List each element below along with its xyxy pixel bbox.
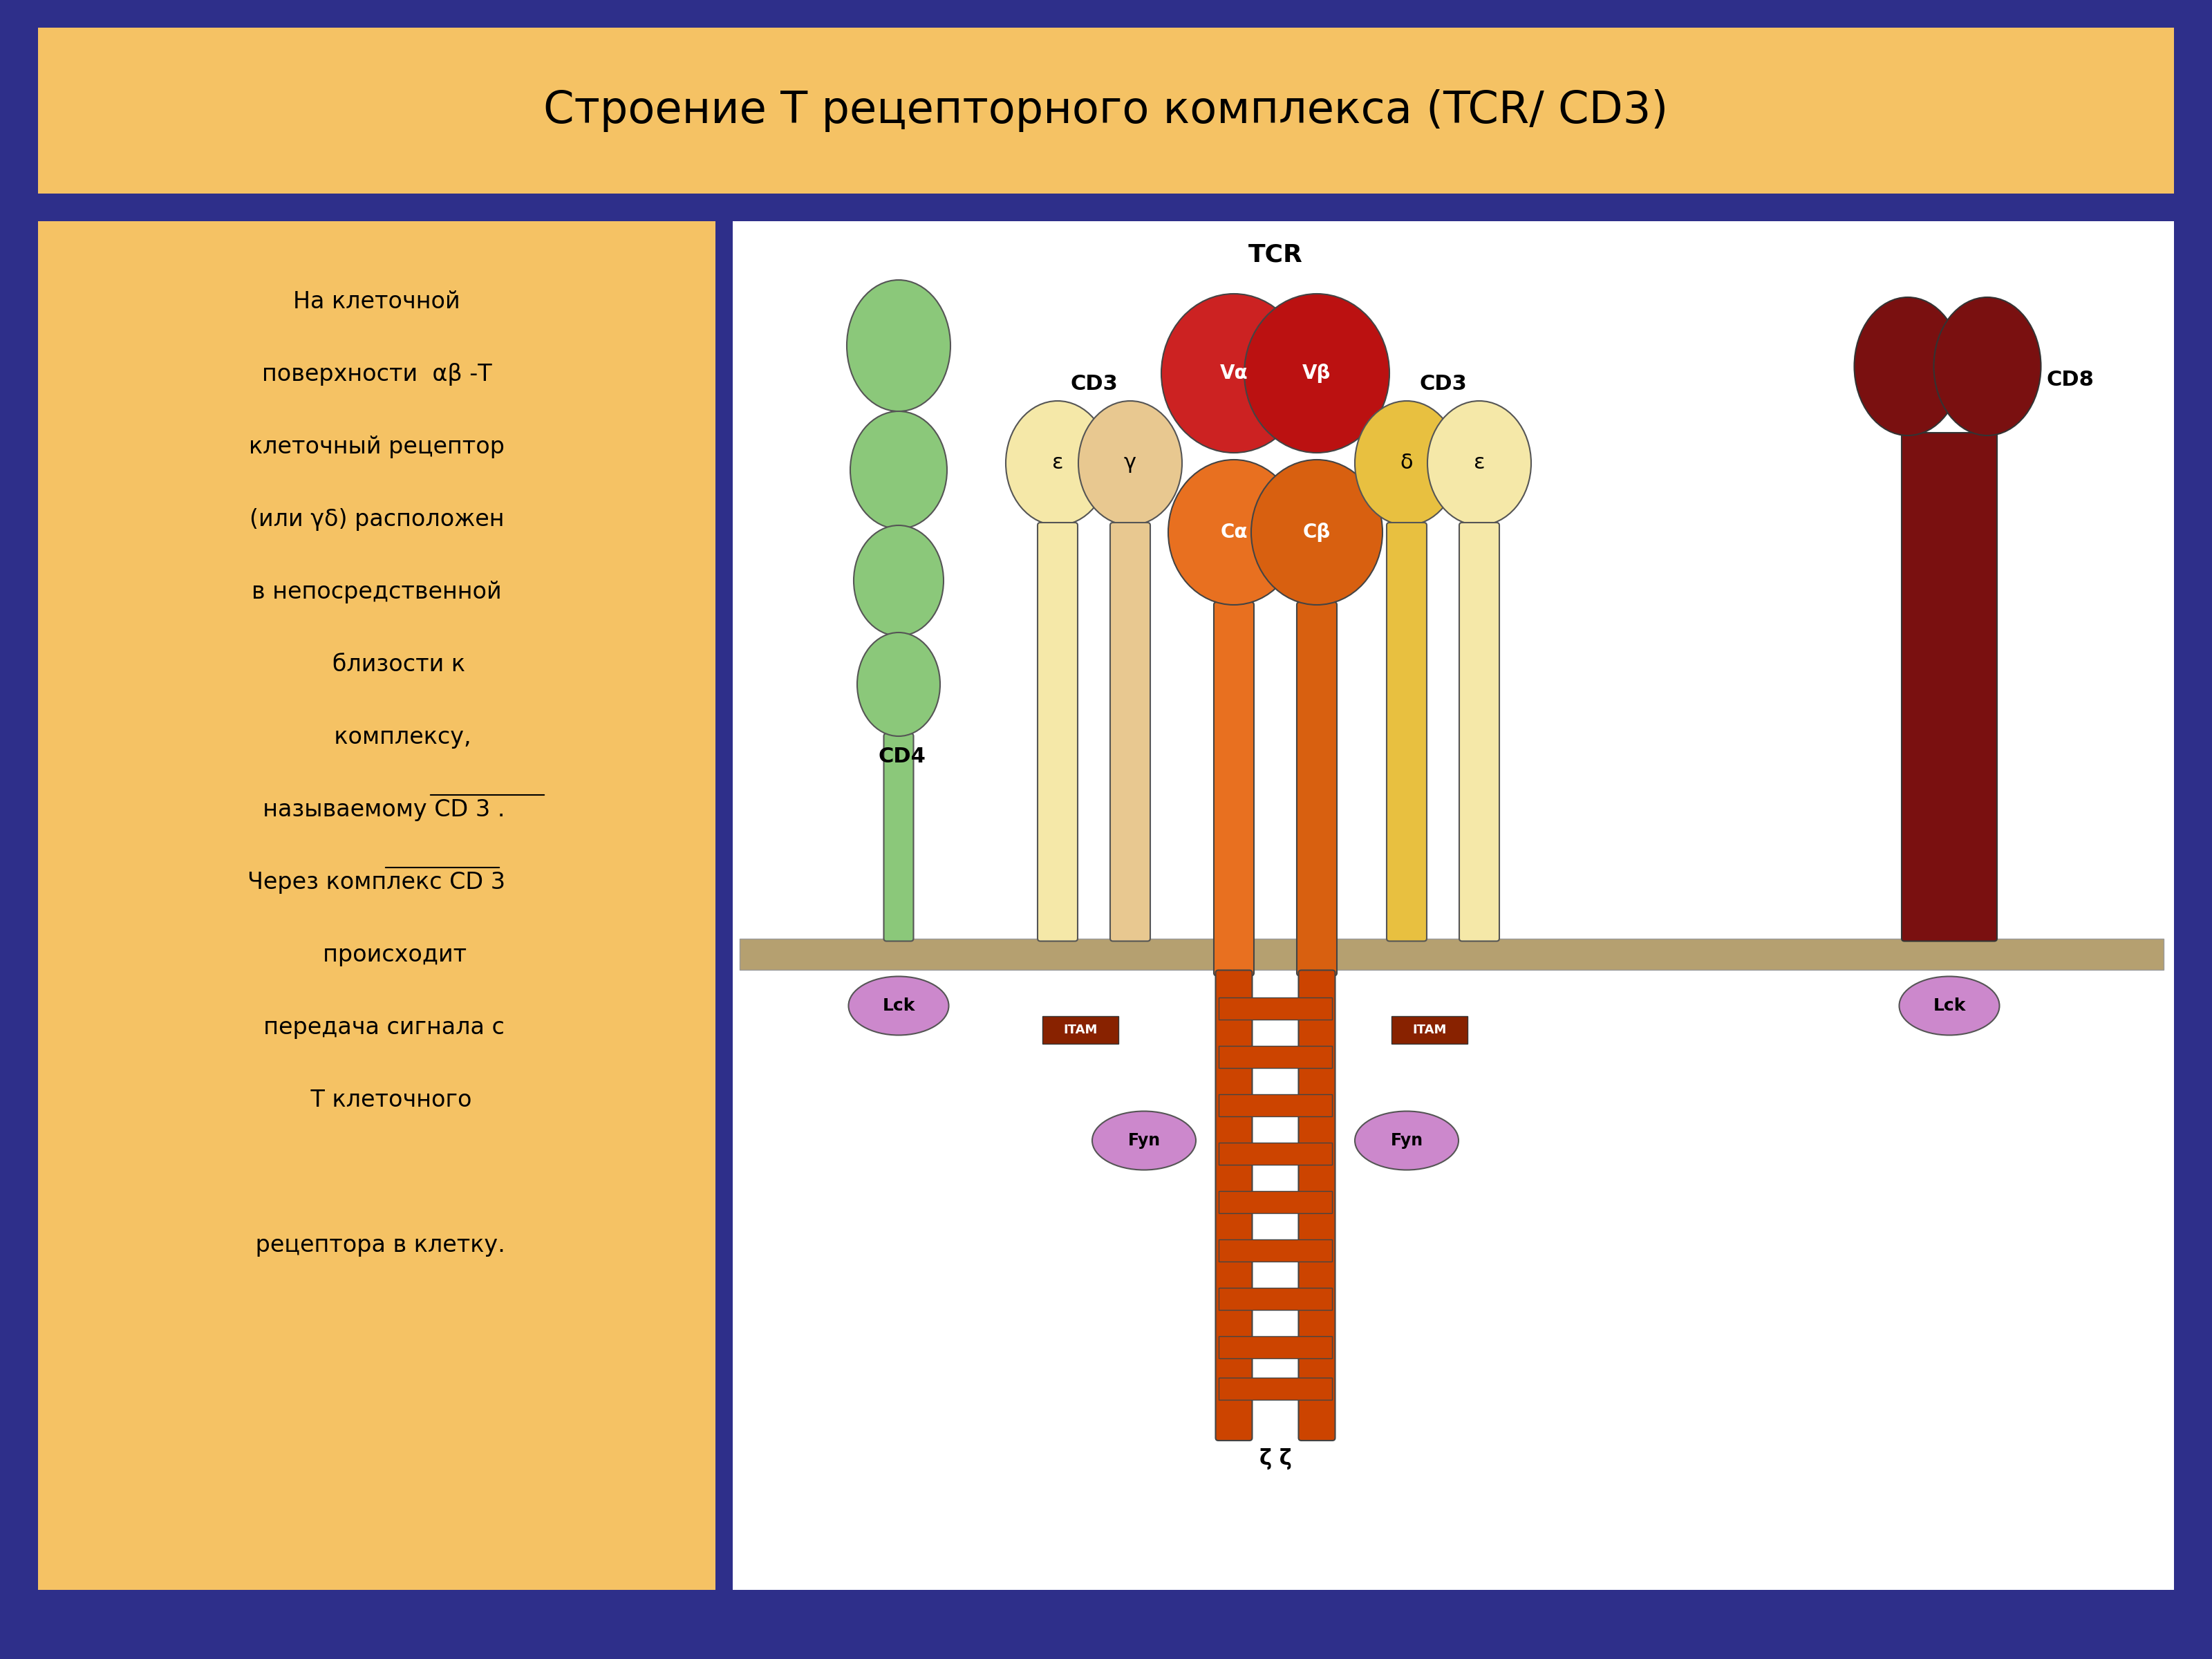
FancyBboxPatch shape	[1902, 433, 1997, 941]
Ellipse shape	[1093, 1112, 1197, 1170]
Ellipse shape	[1354, 1112, 1458, 1170]
Text: (или γδ) расположен: (или γδ) расположен	[250, 508, 504, 531]
Ellipse shape	[1252, 460, 1382, 606]
Text: комплексу,: комплексу,	[283, 727, 471, 748]
Bar	[1042, 1015, 1119, 1044]
Text: γ: γ	[1124, 453, 1137, 473]
Text: Через комплекс CD 3: Через комплекс CD 3	[248, 871, 507, 894]
FancyBboxPatch shape	[885, 733, 914, 941]
Bar	[1219, 1143, 1332, 1165]
Text: поверхности  αβ -Т: поверхности αβ -Т	[261, 363, 491, 385]
Text: CD4: CD4	[878, 747, 927, 766]
Ellipse shape	[1006, 401, 1110, 526]
FancyBboxPatch shape	[732, 221, 2174, 1589]
Ellipse shape	[858, 632, 940, 737]
FancyBboxPatch shape	[1460, 523, 1500, 941]
Bar	[1219, 1045, 1332, 1068]
Text: клеточный рецептор: клеточный рецептор	[248, 435, 504, 458]
Text: Cα: Cα	[1221, 523, 1248, 542]
Text: Vα: Vα	[1219, 363, 1248, 383]
Ellipse shape	[1900, 977, 2000, 1035]
Text: Fyn: Fyn	[1391, 1131, 1422, 1148]
Text: Lck: Lck	[883, 997, 916, 1014]
FancyBboxPatch shape	[1037, 523, 1077, 941]
Ellipse shape	[849, 977, 949, 1035]
Text: На клеточной: На клеточной	[294, 290, 460, 314]
Text: Lck: Lck	[1933, 997, 1966, 1014]
FancyBboxPatch shape	[38, 221, 714, 1589]
Ellipse shape	[849, 411, 947, 529]
Text: передача сигнала с: передача сигнала с	[250, 1015, 504, 1039]
FancyBboxPatch shape	[1214, 602, 1254, 975]
Text: ITAM: ITAM	[1413, 1024, 1447, 1037]
Text: близости к: близости к	[288, 654, 465, 677]
Ellipse shape	[1354, 401, 1458, 526]
Text: происходит: происходит	[288, 944, 467, 966]
Text: Fyn: Fyn	[1128, 1131, 1161, 1148]
Text: Строение Т рецепторного комплекса (TCR/ CD3): Строение Т рецепторного комплекса (TCR/ …	[544, 90, 1668, 133]
Bar	[1219, 997, 1332, 1020]
Text: называемому CD 3 .: называемому CD 3 .	[248, 798, 504, 821]
Ellipse shape	[1079, 401, 1181, 526]
FancyBboxPatch shape	[38, 28, 2174, 194]
Ellipse shape	[1933, 297, 2042, 435]
Bar	[1219, 1335, 1332, 1359]
Text: CD3: CD3	[1071, 373, 1117, 393]
FancyBboxPatch shape	[1298, 971, 1336, 1440]
Text: в непосредственной: в непосредственной	[252, 581, 502, 604]
Text: ε: ε	[1053, 453, 1064, 473]
Text: Т клеточного: Т клеточного	[281, 1088, 471, 1112]
Text: TCR: TCR	[1248, 242, 1303, 265]
Text: ζ ζ: ζ ζ	[1259, 1448, 1292, 1470]
Ellipse shape	[854, 526, 945, 635]
Text: Cβ: Cβ	[1303, 523, 1332, 542]
Bar	[1219, 1377, 1332, 1400]
Text: CD8: CD8	[2046, 370, 2095, 390]
Ellipse shape	[1854, 297, 1962, 435]
Ellipse shape	[1161, 294, 1307, 453]
Text: ITAM: ITAM	[1064, 1024, 1097, 1037]
Bar	[1219, 1191, 1332, 1213]
FancyBboxPatch shape	[1110, 523, 1150, 941]
Text: CD3: CD3	[1420, 373, 1467, 393]
FancyBboxPatch shape	[1217, 971, 1252, 1440]
Ellipse shape	[1168, 460, 1301, 606]
Bar	[1219, 1287, 1332, 1311]
Ellipse shape	[847, 280, 951, 411]
Bar	[1219, 1095, 1332, 1117]
Text: рецептора в клетку.: рецептора в клетку.	[248, 1234, 504, 1258]
Ellipse shape	[1243, 294, 1389, 453]
Bar	[739, 939, 2163, 969]
FancyBboxPatch shape	[1387, 523, 1427, 941]
FancyBboxPatch shape	[1296, 602, 1336, 975]
Text: Vβ: Vβ	[1303, 363, 1332, 383]
Bar	[1219, 1239, 1332, 1261]
Bar	[1391, 1015, 1467, 1044]
Ellipse shape	[1427, 401, 1531, 526]
Text: ε: ε	[1473, 453, 1484, 473]
Text: δ: δ	[1400, 453, 1413, 473]
